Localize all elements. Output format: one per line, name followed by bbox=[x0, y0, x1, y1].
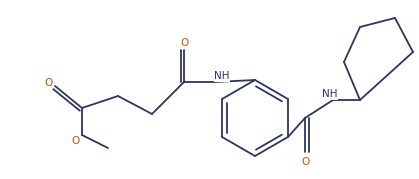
Text: O: O bbox=[418, 50, 419, 60]
Text: NH: NH bbox=[214, 71, 230, 81]
Text: NH: NH bbox=[322, 89, 338, 99]
Text: O: O bbox=[71, 136, 79, 146]
Text: O: O bbox=[180, 38, 188, 48]
Text: O: O bbox=[301, 157, 309, 167]
Text: O: O bbox=[44, 78, 52, 88]
